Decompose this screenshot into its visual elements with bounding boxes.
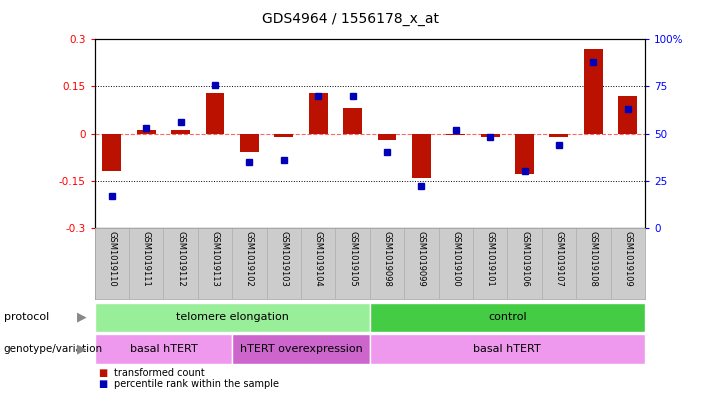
Text: protocol: protocol bbox=[4, 312, 49, 322]
Bar bbox=[343, 108, 362, 134]
Bar bbox=[95, 303, 370, 332]
Text: ■: ■ bbox=[98, 379, 107, 389]
Bar bbox=[618, 96, 637, 134]
Text: GSM1019101: GSM1019101 bbox=[486, 231, 495, 286]
Bar bbox=[137, 130, 156, 134]
Text: ▶: ▶ bbox=[76, 311, 86, 324]
Text: hTERT overexpression: hTERT overexpression bbox=[240, 344, 362, 354]
Bar bbox=[240, 134, 259, 152]
Text: basal hTERT: basal hTERT bbox=[130, 344, 197, 354]
Bar bbox=[274, 134, 293, 137]
Bar bbox=[447, 134, 465, 135]
Bar bbox=[370, 303, 645, 332]
Text: ■: ■ bbox=[98, 368, 107, 378]
Bar bbox=[584, 49, 603, 134]
Text: GSM1019098: GSM1019098 bbox=[383, 231, 391, 286]
Text: GSM1019113: GSM1019113 bbox=[210, 231, 219, 286]
Bar bbox=[95, 334, 232, 364]
Text: GSM1019103: GSM1019103 bbox=[279, 231, 288, 286]
Text: telomere elongation: telomere elongation bbox=[176, 312, 289, 322]
Text: GSM1019107: GSM1019107 bbox=[554, 231, 564, 286]
Bar bbox=[550, 134, 569, 137]
Bar bbox=[370, 334, 645, 364]
Bar bbox=[481, 134, 500, 137]
Bar bbox=[171, 130, 190, 134]
Text: GSM1019109: GSM1019109 bbox=[623, 231, 632, 286]
Text: GDS4964 / 1556178_x_at: GDS4964 / 1556178_x_at bbox=[262, 12, 439, 26]
Bar bbox=[232, 334, 370, 364]
Text: GSM1019106: GSM1019106 bbox=[520, 231, 529, 286]
Text: GSM1019099: GSM1019099 bbox=[417, 231, 426, 286]
Text: percentile rank within the sample: percentile rank within the sample bbox=[114, 379, 278, 389]
Text: control: control bbox=[488, 312, 526, 322]
Text: GSM1019111: GSM1019111 bbox=[142, 231, 151, 286]
Text: GSM1019105: GSM1019105 bbox=[348, 231, 357, 286]
Text: genotype/variation: genotype/variation bbox=[4, 344, 102, 354]
Text: ▶: ▶ bbox=[76, 342, 86, 355]
Text: GSM1019108: GSM1019108 bbox=[589, 231, 598, 286]
Bar bbox=[412, 134, 431, 178]
Bar bbox=[515, 134, 534, 174]
Text: GSM1019112: GSM1019112 bbox=[176, 231, 185, 286]
Bar bbox=[102, 134, 121, 171]
Text: transformed count: transformed count bbox=[114, 368, 204, 378]
Bar bbox=[378, 134, 397, 140]
Text: GSM1019104: GSM1019104 bbox=[313, 231, 322, 286]
Text: GSM1019110: GSM1019110 bbox=[107, 231, 116, 286]
Text: GSM1019100: GSM1019100 bbox=[451, 231, 461, 286]
Text: GSM1019102: GSM1019102 bbox=[245, 231, 254, 286]
Text: basal hTERT: basal hTERT bbox=[473, 344, 541, 354]
Bar bbox=[205, 93, 224, 134]
Bar bbox=[308, 93, 327, 134]
